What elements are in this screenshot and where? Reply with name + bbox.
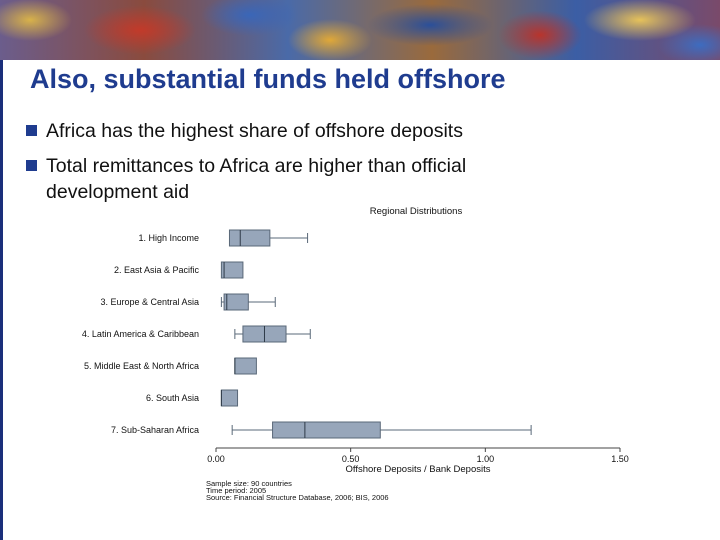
bullet-text-continued: development aid [46,181,190,203]
x-axis-title: Offshore Deposits / Bank Deposits [345,464,490,475]
bullet-text: Total remittances to Africa are higher t… [46,155,467,177]
box-series [220,229,532,439]
x-tick-label: 0.00 [207,454,225,464]
bullet-item: Africa has the highest share of offshore… [24,118,684,144]
category-label: 3. Europe & Central Asia [100,297,199,307]
square-bullet-icon [26,160,37,171]
header-banner-image [0,0,720,60]
bullet-list: Africa has the highest share of offshore… [24,118,684,214]
left-border [0,60,3,540]
slide-title: Also, substantial funds held offshore [30,64,506,94]
category-label: 1. High Income [138,233,199,243]
bullet-text: Africa has the highest share of offshore… [46,120,463,142]
category-label: 5. Middle East & North Africa [84,361,199,371]
x-axis-ticks: 0.00 0.50 1.00 1.50 [207,448,629,464]
category-label: 2. East Asia & Pacific [114,265,200,275]
bullet-item: Total remittances to Africa are higher t… [24,153,684,205]
note-source: Source: Financial Structure Database, 20… [206,493,389,502]
box-iqr [220,389,239,407]
box-iqr [272,421,381,439]
box-iqr [234,357,257,375]
note-time-period: Time period: 2005 [206,486,266,495]
category-label: 6. South Asia [146,393,199,403]
chart-title: Regional Distributions [370,206,463,217]
note-sample-size: Sample size: 90 countries [206,479,292,488]
category-label: 7. Sub-Saharan Africa [111,425,199,435]
box-iqr [223,293,249,311]
box-iqr [228,229,271,247]
x-tick-label: 1.50 [611,454,629,464]
square-bullet-icon [26,125,37,136]
x-tick-label: 1.00 [477,454,495,464]
category-labels: 1. High Income 2. East Asia & Pacific 3. E… [82,233,200,435]
box-iqr [220,261,244,279]
category-label: 4. Latin America & Caribbean [82,329,199,339]
x-tick-label: 0.50 [342,454,360,464]
